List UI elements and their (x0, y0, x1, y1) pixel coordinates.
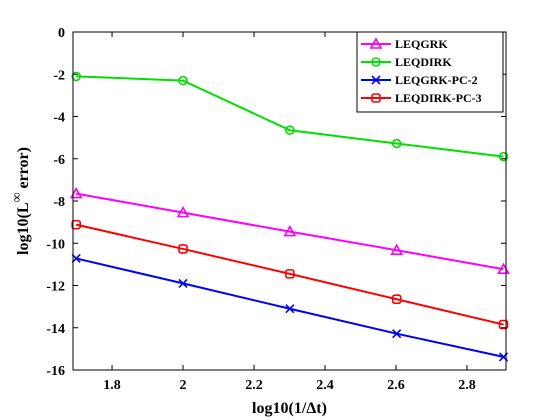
data-point (498, 151, 509, 162)
y-axis-label-suffix: error) (15, 147, 32, 192)
x-axis-ticks: 1.8 2 2.2 2.4 2.6 2.8 (103, 32, 476, 393)
y-tick-label: -6 (53, 153, 65, 168)
y-axis-ticks: 0 -2 -4 -6 -8 -10 -12 -14 -16 (46, 26, 506, 379)
legend-label: LEQDIRK-PC-3 (395, 91, 482, 105)
data-point (391, 138, 402, 149)
data-point (283, 224, 297, 237)
y-tick-label: 0 (58, 26, 65, 41)
x-axis-label: log10(1/Δt) (252, 400, 327, 417)
data-point (71, 219, 81, 230)
data-point (285, 269, 295, 279)
data-point (285, 304, 295, 314)
series-line (75, 223, 504, 326)
x-tick-label: 2 (180, 378, 187, 393)
data-point (390, 243, 404, 256)
x-tick-label: 2.2 (245, 378, 263, 393)
data-point (178, 278, 188, 288)
y-tick-label: -16 (46, 364, 65, 379)
y-tick-label: -12 (46, 280, 65, 295)
y-tick-label: -2 (53, 68, 65, 83)
series-line (76, 75, 504, 158)
data-point (285, 125, 295, 136)
series-line (76, 192, 504, 271)
x-tick-label: 1.8 (103, 378, 121, 393)
data-point (392, 329, 402, 339)
x-tick-label: 2.4 (316, 378, 334, 393)
y-tick-label: -10 (46, 237, 65, 252)
data-point (71, 253, 81, 264)
data-point (178, 75, 188, 86)
y-tick-label: -8 (53, 195, 65, 210)
y-axis-label: log10(L∞ error) (10, 147, 32, 255)
series-markers (69, 71, 510, 362)
legend-marker (371, 93, 381, 103)
legend-marker (371, 75, 381, 85)
legend-marker (371, 57, 381, 67)
data-point (69, 186, 83, 199)
data-point (178, 244, 188, 254)
legend: LEQGRK LEQDIRK LEQGRK-PC-2 LEQDIRK-PC-3 (356, 31, 504, 113)
y-axis-label-superscript: ∞ (10, 192, 25, 202)
data-point (71, 71, 81, 82)
x-tick-label: 2.6 (387, 378, 405, 393)
y-tick-label: -4 (53, 111, 65, 126)
x-tick-label: 2.8 (458, 378, 476, 393)
y-tick-label: -14 (46, 322, 65, 337)
y-axis-label-prefix: log10(L (15, 202, 32, 254)
series-lines (75, 75, 504, 358)
legend-label: LEQGRK (395, 37, 448, 51)
legend-label: LEQDIRK (395, 55, 452, 69)
legend-marker (369, 37, 383, 49)
data-point (391, 294, 402, 305)
data-point (176, 205, 190, 218)
data-point (498, 319, 509, 330)
legend-label: LEQGRK-PC-2 (395, 73, 478, 87)
